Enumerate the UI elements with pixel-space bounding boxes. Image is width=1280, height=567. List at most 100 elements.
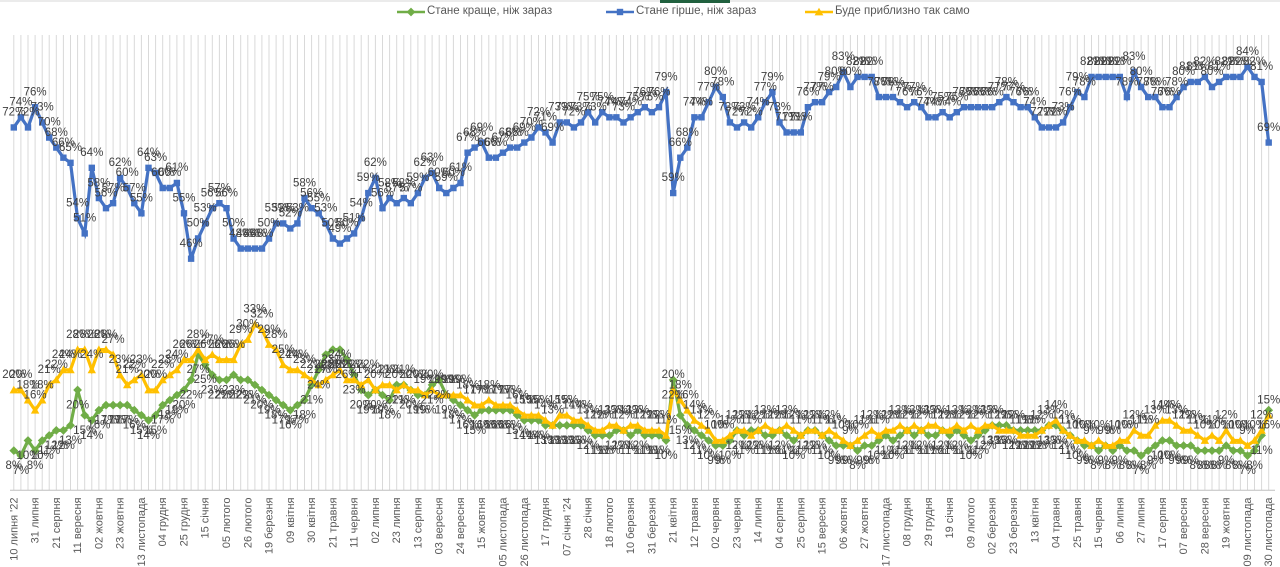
svg-text:11%: 11% (889, 445, 911, 457)
svg-text:76%: 76% (24, 86, 47, 98)
svg-text:16%: 16% (491, 420, 514, 432)
svg-text:11%: 11% (1137, 415, 1159, 427)
svg-text:69%: 69% (470, 122, 493, 134)
svg-text:13%: 13% (626, 405, 649, 417)
svg-text:75%: 75% (945, 92, 968, 104)
svg-text:11%: 11% (1059, 445, 1081, 457)
svg-text:13%: 13% (534, 435, 557, 447)
svg-text:27%: 27% (187, 364, 210, 376)
svg-text:50%: 50% (187, 218, 210, 230)
svg-text:74%: 74% (1023, 97, 1046, 109)
svg-text:80%: 80% (1200, 66, 1223, 78)
svg-text:15%: 15% (669, 425, 692, 437)
svg-text:10%: 10% (881, 450, 904, 462)
svg-text:79%: 79% (761, 71, 784, 83)
svg-text:12%: 12% (988, 410, 1011, 422)
svg-text:72%: 72% (1030, 107, 1053, 119)
svg-text:60%: 60% (428, 167, 451, 179)
svg-text:15%: 15% (548, 394, 571, 406)
svg-text:12%: 12% (995, 410, 1018, 422)
svg-text:71%: 71% (782, 112, 805, 124)
svg-text:27%: 27% (201, 334, 224, 346)
svg-text:9%: 9% (1239, 425, 1256, 437)
svg-text:30%: 30% (236, 319, 259, 331)
svg-text:8%: 8% (1126, 460, 1143, 472)
svg-text:21 квітня: 21 квітня (668, 497, 680, 543)
svg-text:59%: 59% (357, 172, 380, 184)
svg-text:12%: 12% (1030, 410, 1053, 422)
svg-text:15 січня: 15 січня (200, 497, 212, 538)
svg-text:62%: 62% (364, 157, 387, 169)
svg-text:12%: 12% (45, 440, 68, 452)
svg-text:10%: 10% (711, 420, 734, 432)
svg-text:16%: 16% (676, 389, 699, 401)
svg-text:67%: 67% (491, 132, 514, 144)
svg-text:72%: 72% (16, 107, 39, 119)
svg-text:31 березня: 31 березня (646, 497, 658, 554)
svg-text:82%: 82% (860, 56, 883, 68)
svg-text:60%: 60% (442, 167, 465, 179)
svg-text:11%: 11% (655, 415, 677, 427)
svg-text:9%: 9% (1168, 455, 1185, 467)
svg-text:66%: 66% (52, 137, 75, 149)
svg-text:19 березня: 19 березня (264, 497, 276, 554)
svg-text:14%: 14% (534, 400, 557, 412)
svg-text:24%: 24% (80, 349, 103, 361)
svg-text:73%: 73% (733, 102, 756, 114)
svg-text:12%: 12% (768, 410, 791, 422)
svg-text:12%: 12% (591, 410, 614, 422)
svg-text:58%: 58% (378, 177, 401, 189)
svg-text:20%: 20% (385, 369, 408, 381)
svg-text:9%: 9% (1083, 455, 1100, 467)
svg-text:9%: 9% (863, 455, 880, 467)
svg-text:11%: 11% (761, 445, 783, 457)
svg-text:75%: 75% (640, 92, 663, 104)
svg-text:56%: 56% (201, 187, 224, 199)
svg-text:73%: 73% (1052, 102, 1075, 114)
svg-text:19 жовтня: 19 жовтня (1221, 497, 1233, 548)
svg-text:14%: 14% (520, 430, 543, 442)
svg-text:58%: 58% (293, 177, 316, 189)
svg-text:10%: 10% (16, 450, 39, 462)
svg-text:12%: 12% (796, 440, 819, 452)
svg-text:57%: 57% (385, 182, 408, 194)
svg-text:19%: 19% (371, 405, 394, 417)
svg-text:15%: 15% (520, 394, 543, 406)
svg-text:12%: 12% (818, 410, 841, 422)
svg-text:12%: 12% (1215, 410, 1238, 422)
svg-text:9%: 9% (1182, 455, 1199, 467)
svg-text:02 березня: 02 березня (987, 497, 999, 554)
svg-text:8%: 8% (1232, 460, 1249, 472)
svg-text:13%: 13% (577, 405, 600, 417)
svg-text:21%: 21% (350, 364, 373, 376)
svg-text:13%: 13% (541, 405, 564, 417)
svg-text:70%: 70% (38, 117, 61, 129)
svg-text:67%: 67% (456, 132, 479, 144)
svg-text:09 листопада: 09 листопада (1242, 497, 1254, 567)
svg-text:27%: 27% (314, 364, 337, 376)
svg-text:7%: 7% (1133, 465, 1150, 477)
svg-text:18%: 18% (293, 410, 316, 422)
svg-text:13%: 13% (959, 405, 982, 417)
svg-text:28%: 28% (328, 359, 351, 371)
svg-text:53%: 53% (314, 203, 337, 215)
svg-text:11%: 11% (634, 445, 656, 457)
svg-text:12%: 12% (612, 440, 635, 452)
svg-text:19%: 19% (413, 405, 436, 417)
svg-text:24%: 24% (52, 349, 75, 361)
svg-text:22%: 22% (229, 389, 252, 401)
svg-text:16%: 16% (477, 420, 500, 432)
svg-text:12%: 12% (725, 440, 748, 452)
svg-text:80%: 80% (1172, 66, 1195, 78)
svg-text:10%: 10% (31, 450, 54, 462)
svg-text:9%: 9% (1083, 425, 1100, 437)
svg-text:13%: 13% (562, 435, 585, 447)
svg-text:03 вересня: 03 вересня (434, 497, 446, 554)
svg-text:15%: 15% (144, 425, 167, 437)
svg-text:48%: 48% (250, 228, 273, 240)
svg-text:13%: 13% (988, 435, 1011, 447)
svg-text:28%: 28% (321, 359, 344, 371)
svg-text:9%: 9% (1076, 455, 1093, 467)
svg-text:11%: 11% (924, 445, 946, 457)
svg-text:82%: 82% (1222, 56, 1245, 68)
